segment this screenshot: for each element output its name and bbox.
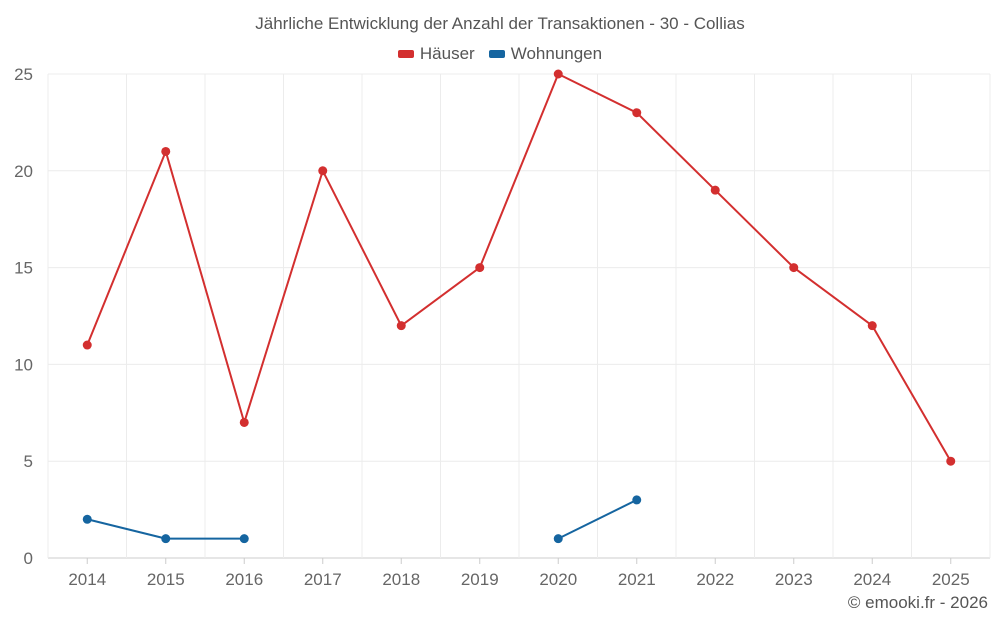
data-point[interactable]	[710, 185, 720, 195]
series-line-segment	[86, 73, 952, 462]
x-tick-label: 2015	[147, 570, 185, 589]
legend-swatch-wohnungen	[488, 50, 505, 58]
x-tick-label: 2019	[461, 570, 499, 589]
x-tick-label: 2021	[618, 570, 656, 589]
legend-item-wohnungen[interactable]: Wohnungen	[488, 44, 603, 64]
data-point[interactable]	[396, 321, 406, 331]
y-tick-label: 20	[14, 162, 33, 181]
x-tick-label: 2020	[539, 570, 577, 589]
chart-title: Jährliche Entwicklung der Anzahl der Tra…	[255, 14, 745, 33]
x-tick-label: 2025	[932, 570, 970, 589]
series-wohnungen	[82, 495, 642, 544]
data-point[interactable]	[789, 263, 799, 273]
data-point[interactable]	[239, 534, 249, 544]
y-tick-label: 5	[24, 452, 33, 471]
x-tick-label: 2022	[696, 570, 734, 589]
x-tick-label: 2024	[853, 570, 891, 589]
data-point[interactable]	[318, 166, 328, 176]
series-lines	[82, 69, 956, 544]
y-tick-label: 10	[14, 355, 33, 374]
y-tick-label: 15	[14, 259, 33, 278]
data-point[interactable]	[632, 108, 642, 118]
x-tick-label: 2017	[304, 570, 342, 589]
y-tick-label: 25	[14, 65, 33, 84]
x-tick-label: 2018	[382, 570, 420, 589]
copyright-footer: © emooki.fr - 2026	[847, 593, 988, 612]
data-point[interactable]	[553, 534, 563, 544]
x-tick-label: 2023	[775, 570, 813, 589]
data-point[interactable]	[632, 495, 642, 505]
data-point[interactable]	[867, 321, 877, 331]
legend-swatch-haeuser	[397, 50, 414, 58]
x-tick-label: 2016	[225, 570, 263, 589]
legend-label-wohnungen: Wohnungen	[510, 44, 603, 63]
data-point[interactable]	[82, 514, 92, 524]
data-point[interactable]	[161, 146, 171, 156]
grid-lines	[47, 73, 991, 559]
legend-item-haeuser[interactable]: Häuser	[397, 44, 475, 64]
data-point[interactable]	[239, 417, 249, 427]
data-point[interactable]	[161, 534, 171, 544]
series-haeuser	[82, 69, 956, 466]
series-line-segment	[557, 499, 638, 540]
chart-legend: Häuser Wohnungen	[0, 44, 1000, 64]
y-tick-label: 0	[24, 549, 33, 568]
data-point[interactable]	[553, 69, 563, 79]
x-tick-label: 2014	[68, 570, 106, 589]
data-point[interactable]	[946, 456, 956, 466]
data-point[interactable]	[475, 263, 485, 273]
legend-label-haeuser: Häuser	[419, 44, 475, 63]
data-point[interactable]	[82, 340, 92, 350]
